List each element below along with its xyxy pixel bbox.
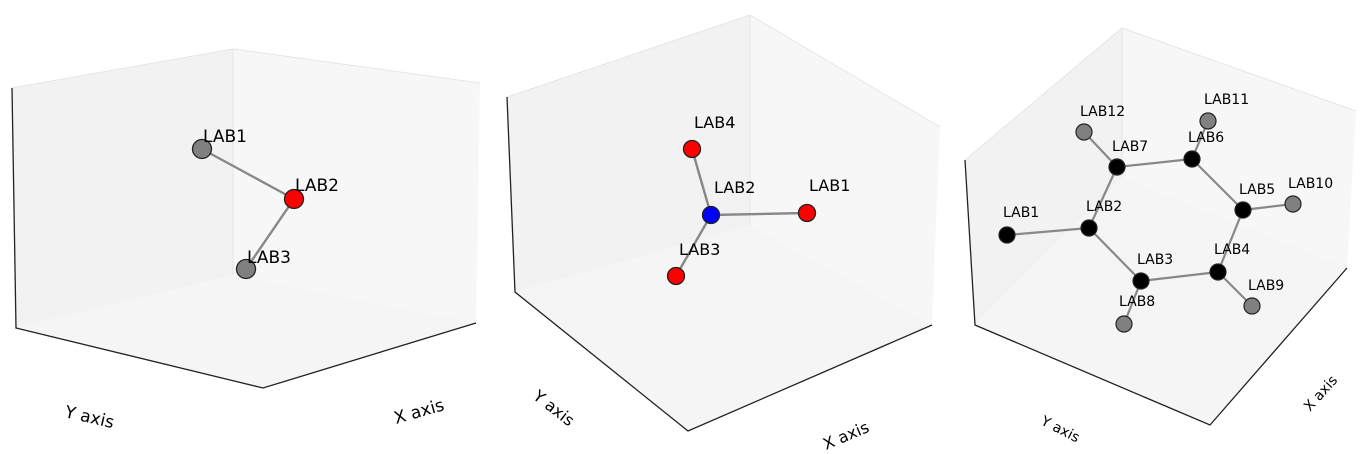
panel-1-atoms [191,138,305,280]
panel-3-label-lab9: LAB9 [1248,278,1284,294]
panel-1-y-axis-label: Y axis [62,402,116,433]
panel-3-bond-lab1-lab2 [1006,226,1090,237]
panel-3-label-lab2: LAB2 [1086,199,1122,215]
panel-2-x-axis-label: X axis [820,417,872,453]
panel-2-back-pane [507,15,750,292]
panel-2-bonds [674,148,808,277]
panel-2-label-lab2: LAB2 [714,178,755,197]
panel-3-axes-box [964,27,1357,426]
panel-3-bond-lab2-lab3 [1088,227,1142,282]
panel-3-node-lab10 [1284,195,1302,213]
panel-3-label-lab11: LAB11 [1204,92,1249,108]
panel-2-node-labels: LAB4 LAB2 LAB1 LAB3 [679,113,850,259]
panel-3-bond-lab4-lab5 [1216,209,1245,273]
panel-1-bonds [201,147,295,270]
panel-2-floor-pane [515,226,932,431]
panel-2: Y axis X axis LAB4 LAB2 LAB1 LAB3 [506,14,941,454]
panel-3-label-lab12: LAB12 [1080,104,1125,120]
panel-3-node-lab7 [1108,158,1126,176]
panel-1-node-lab1 [191,138,213,160]
panel-3-node-lab6 [1183,150,1201,168]
panel-3-label-lab4: LAB4 [1214,242,1250,258]
panel-3-node-lab2 [1080,219,1098,237]
panel-2-node-lab4 [682,139,702,159]
panel-2-label-lab1: LAB1 [809,176,850,195]
panel-3-label-lab10: LAB10 [1288,176,1333,192]
panel-2-bond-lab2-lab4 [690,148,713,216]
panel-1-side-pane [233,49,480,323]
panel-1-floor-pane [16,275,476,388]
panel-3-label-lab3: LAB3 [1137,252,1173,268]
panel-2-node-lab1 [797,203,817,223]
panel-3-label-lab6: LAB6 [1188,130,1224,146]
panel-2-label-lab3: LAB3 [679,240,720,259]
panel-3-bond-lab7-lab2 [1088,166,1118,229]
panel-2-node-lab3 [666,266,686,286]
panel-3-label-lab7: LAB7 [1112,139,1148,155]
panel-1-back-pane [12,49,233,328]
panel-3-node-lab9 [1243,297,1261,315]
panel-1-node-labels: LAB1 LAB2 LAB3 [203,127,339,268]
panel-1-axes-box [11,48,481,389]
panel-3-back-pane [965,28,1122,325]
panel-1-label-lab1: LAB1 [203,127,247,147]
panel-3-x-axis-label: X axis [1301,373,1341,415]
panel-3-floor-pane [975,178,1347,425]
panel-2-label-lab4: LAB4 [694,113,735,132]
panel-3-y-axis-label: Y axis [1037,413,1082,446]
panel-3-node-lab1 [998,226,1016,244]
panel-3-bond-lab3-lab4 [1140,270,1219,283]
panel-3-node-lab11 [1199,112,1217,130]
panel-3-label-lab8: LAB8 [1119,294,1155,310]
panel-3-axis-lines [964,159,1348,426]
panel-2-node-lab2 [701,205,721,225]
panel-3-node-lab3 [1132,272,1150,290]
panel-3-node-lab5 [1234,201,1252,219]
panel-2-axes-box [506,14,941,432]
panel-2-bond-lab2-lab3 [674,214,713,277]
panel-3-label-lab5: LAB5 [1239,182,1275,198]
panel-2-bond-lab2-lab1 [710,211,808,217]
panel-3: Y axis X axis [964,27,1357,446]
panel-2-side-pane [750,15,940,325]
panel-1-bond-lab1-lab2 [201,147,295,201]
panel-2-atoms [666,139,817,286]
panel-3-bonds [1006,120,1294,325]
panel-1-x-axis-label: X axis [392,395,447,428]
panel-3-atoms [998,112,1302,333]
panel-3-node-lab12 [1075,123,1093,141]
panel-3-bond-lab5-lab6 [1191,158,1244,211]
panel-1-node-lab2 [283,188,305,210]
panel-1-bond-lab2-lab3 [245,198,295,270]
panel-1-label-lab2: LAB2 [295,176,339,196]
panel-3-node-lab4 [1209,263,1227,281]
panel-3-bond-lab6-lab7 [1116,157,1193,169]
panel-3-node-lab8 [1115,315,1133,333]
panel-1-label-lab3: LAB3 [247,248,291,268]
panel-1: Y axis X axis LAB1 LAB2 LAB3 [11,48,481,433]
panel-2-axis-lines [506,96,933,432]
panel-3-label-lab1: LAB1 [1003,205,1039,221]
panel-1-node-lab3 [235,258,257,280]
panel-3-node-labels: LAB12 LAB11 LAB6 LAB7 LAB5 LAB10 LAB1 LA… [1003,92,1333,310]
panel-2-y-axis-label: Y axis [529,386,578,430]
panel-1-axis-lines [11,87,477,389]
